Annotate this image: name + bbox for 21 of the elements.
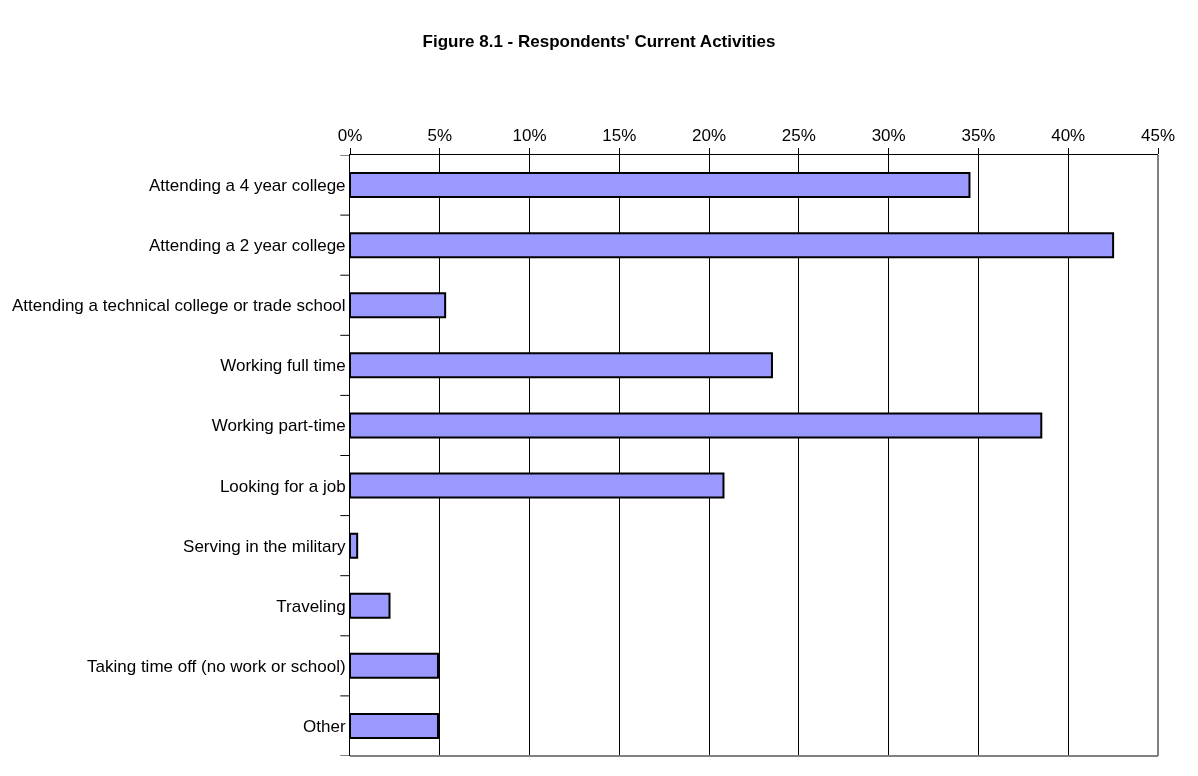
- y-tick-label: Looking for a job: [219, 476, 346, 496]
- y-tick-label: Attending a technical college or trade school: [11, 296, 346, 316]
- x-tick-label: 30%: [871, 126, 906, 146]
- x-tick-label: 0%: [337, 126, 363, 146]
- x-tick-label: 40%: [1051, 126, 1086, 146]
- y-tick-label: Taking time off (no work or school): [87, 656, 346, 676]
- x-tick-label: 35%: [961, 126, 996, 146]
- y-tick-label: Serving in the military: [183, 536, 347, 556]
- x-tick-label: 45%: [1140, 126, 1176, 146]
- y-tick-label: Traveling: [276, 596, 346, 616]
- chart-title: Figure 8.1 - Respondents' Current Activities: [422, 31, 776, 51]
- y-tick-label: Attending a 2 year college: [149, 236, 346, 256]
- x-tick-label: 5%: [427, 126, 453, 146]
- x-tick-label: 15%: [602, 126, 637, 146]
- x-tick-label: 10%: [512, 126, 547, 146]
- y-tick-label: Working part-time: [211, 416, 346, 436]
- y-tick-label: Attending a 4 year college: [149, 176, 346, 195]
- y-tick-label: Other: [303, 716, 346, 736]
- x-tick-label: 20%: [692, 126, 727, 146]
- y-tick-label: Working full time: [220, 356, 346, 376]
- x-tick-label: 25%: [781, 126, 816, 146]
